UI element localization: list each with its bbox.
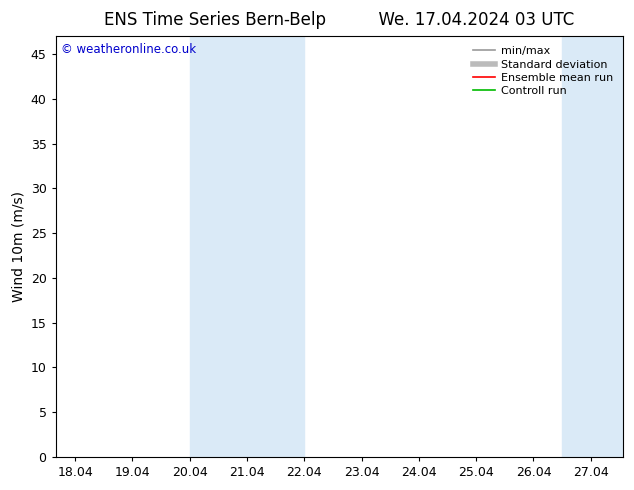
Legend: min/max, Standard deviation, Ensemble mean run, Controll run: min/max, Standard deviation, Ensemble me… [469,42,618,100]
Title: ENS Time Series Bern-Belp          We. 17.04.2024 03 UTC: ENS Time Series Bern-Belp We. 17.04.2024… [104,11,574,29]
Y-axis label: Wind 10m (m/s): Wind 10m (m/s) [11,191,25,302]
Bar [190,36,304,457]
Bar [562,36,623,457]
Text: © weatheronline.co.uk: © weatheronline.co.uk [61,43,197,55]
